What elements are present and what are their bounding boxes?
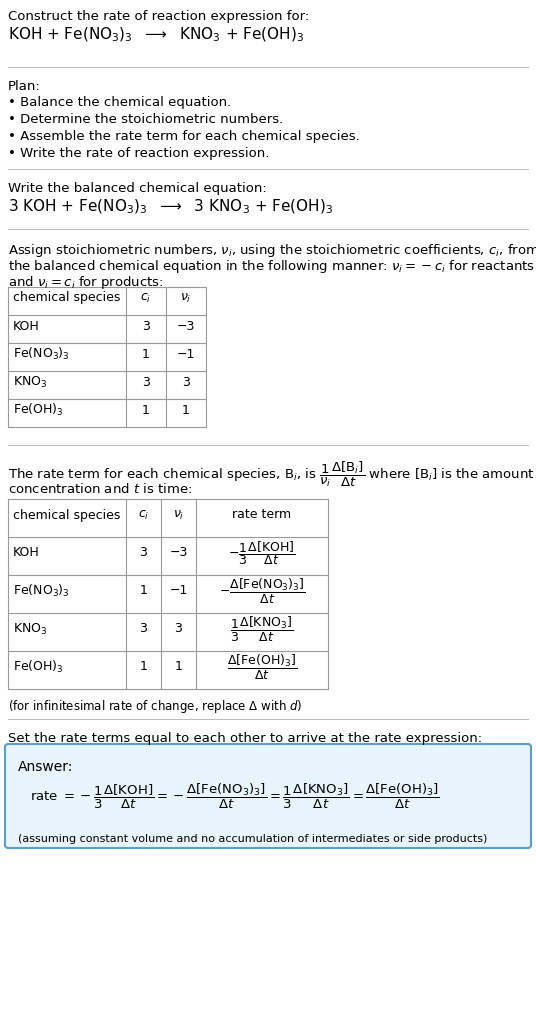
Text: • Balance the chemical equation.: • Balance the chemical equation.: [8, 96, 231, 109]
Text: $\nu_i$: $\nu_i$: [173, 507, 184, 521]
Text: Fe(NO$_3$)$_3$: Fe(NO$_3$)$_3$: [13, 345, 70, 362]
Text: chemical species: chemical species: [13, 291, 121, 305]
Text: 3: 3: [142, 375, 150, 388]
Text: 3: 3: [142, 319, 150, 332]
Text: Fe(NO$_3$)$_3$: Fe(NO$_3$)$_3$: [13, 583, 70, 598]
Text: (for infinitesimal rate of change, replace $\Delta$ with $d$): (for infinitesimal rate of change, repla…: [8, 697, 302, 714]
Text: −1: −1: [169, 584, 188, 597]
Text: 1: 1: [142, 404, 150, 416]
Text: Write the balanced chemical equation:: Write the balanced chemical equation:: [8, 181, 267, 195]
Text: KNO$_3$: KNO$_3$: [13, 621, 47, 636]
Text: −3: −3: [177, 319, 195, 332]
Text: KOH: KOH: [13, 319, 40, 332]
Text: • Write the rate of reaction expression.: • Write the rate of reaction expression.: [8, 147, 270, 160]
Text: 3: 3: [139, 546, 147, 559]
Text: KNO$_3$: KNO$_3$: [13, 374, 47, 389]
Text: Set the rate terms equal to each other to arrive at the rate expression:: Set the rate terms equal to each other t…: [8, 732, 482, 744]
Text: Assign stoichiometric numbers, $\nu_i$, using the stoichiometric coefficients, $: Assign stoichiometric numbers, $\nu_i$, …: [8, 242, 536, 259]
Text: 1: 1: [139, 584, 147, 597]
Text: $-\dfrac{\Delta[\mathrm{Fe(NO_3)_3}]}{\Delta t}$: $-\dfrac{\Delta[\mathrm{Fe(NO_3)_3}]}{\D…: [219, 576, 306, 605]
Text: $\dfrac{\Delta[\mathrm{Fe(OH)_3}]}{\Delta t}$: $\dfrac{\Delta[\mathrm{Fe(OH)_3}]}{\Delt…: [227, 652, 297, 681]
Text: concentration and $t$ is time:: concentration and $t$ is time:: [8, 482, 192, 495]
Text: • Assemble the rate term for each chemical species.: • Assemble the rate term for each chemic…: [8, 129, 360, 143]
Text: 3: 3: [175, 622, 182, 635]
Text: −1: −1: [177, 347, 195, 360]
Text: (assuming constant volume and no accumulation of intermediates or side products): (assuming constant volume and no accumul…: [18, 834, 487, 843]
Text: chemical species: chemical species: [13, 508, 121, 521]
Text: rate term: rate term: [233, 508, 292, 521]
Text: Plan:: Plan:: [8, 79, 41, 93]
Text: 1: 1: [139, 660, 147, 673]
Text: KOH: KOH: [13, 546, 40, 559]
FancyBboxPatch shape: [5, 744, 531, 848]
Text: KOH + Fe(NO$_3$)$_3$  $\longrightarrow$  KNO$_3$ + Fe(OH)$_3$: KOH + Fe(NO$_3$)$_3$ $\longrightarrow$ K…: [8, 25, 304, 45]
Text: and $\nu_i = c_i$ for products:: and $\nu_i = c_i$ for products:: [8, 274, 163, 290]
Text: 3: 3: [139, 622, 147, 635]
Text: • Determine the stoichiometric numbers.: • Determine the stoichiometric numbers.: [8, 113, 283, 126]
Text: 3: 3: [182, 375, 190, 388]
Text: $c_i$: $c_i$: [140, 291, 152, 305]
Text: 1: 1: [182, 404, 190, 416]
Text: Construct the rate of reaction expression for:: Construct the rate of reaction expressio…: [8, 10, 309, 23]
Text: $-\dfrac{1}{3}\dfrac{\Delta[\mathrm{KOH}]}{\Delta t}$: $-\dfrac{1}{3}\dfrac{\Delta[\mathrm{KOH}…: [228, 538, 296, 567]
Text: The rate term for each chemical species, B$_i$, is $\dfrac{1}{\nu_i}\dfrac{\Delt: The rate term for each chemical species,…: [8, 460, 534, 489]
Text: −3: −3: [169, 546, 188, 559]
Text: 3 KOH + Fe(NO$_3$)$_3$  $\longrightarrow$  3 KNO$_3$ + Fe(OH)$_3$: 3 KOH + Fe(NO$_3$)$_3$ $\longrightarrow$…: [8, 198, 333, 216]
Text: Answer:: Answer:: [18, 759, 73, 773]
Text: Fe(OH)$_3$: Fe(OH)$_3$: [13, 401, 64, 418]
Text: Fe(OH)$_3$: Fe(OH)$_3$: [13, 658, 64, 675]
Text: 1: 1: [142, 347, 150, 360]
Text: rate $= -\dfrac{1}{3}\dfrac{\Delta[\mathrm{KOH}]}{\Delta t} = -\dfrac{\Delta[\ma: rate $= -\dfrac{1}{3}\dfrac{\Delta[\math…: [30, 782, 440, 810]
Text: the balanced chemical equation in the following manner: $\nu_i = -c_i$ for react: the balanced chemical equation in the fo…: [8, 258, 535, 275]
Text: $c_i$: $c_i$: [138, 507, 149, 521]
Text: $\dfrac{1}{3}\dfrac{\Delta[\mathrm{KNO_3}]}{\Delta t}$: $\dfrac{1}{3}\dfrac{\Delta[\mathrm{KNO_3…: [230, 613, 294, 643]
Text: $\nu_i$: $\nu_i$: [180, 291, 192, 305]
Text: 1: 1: [175, 660, 182, 673]
